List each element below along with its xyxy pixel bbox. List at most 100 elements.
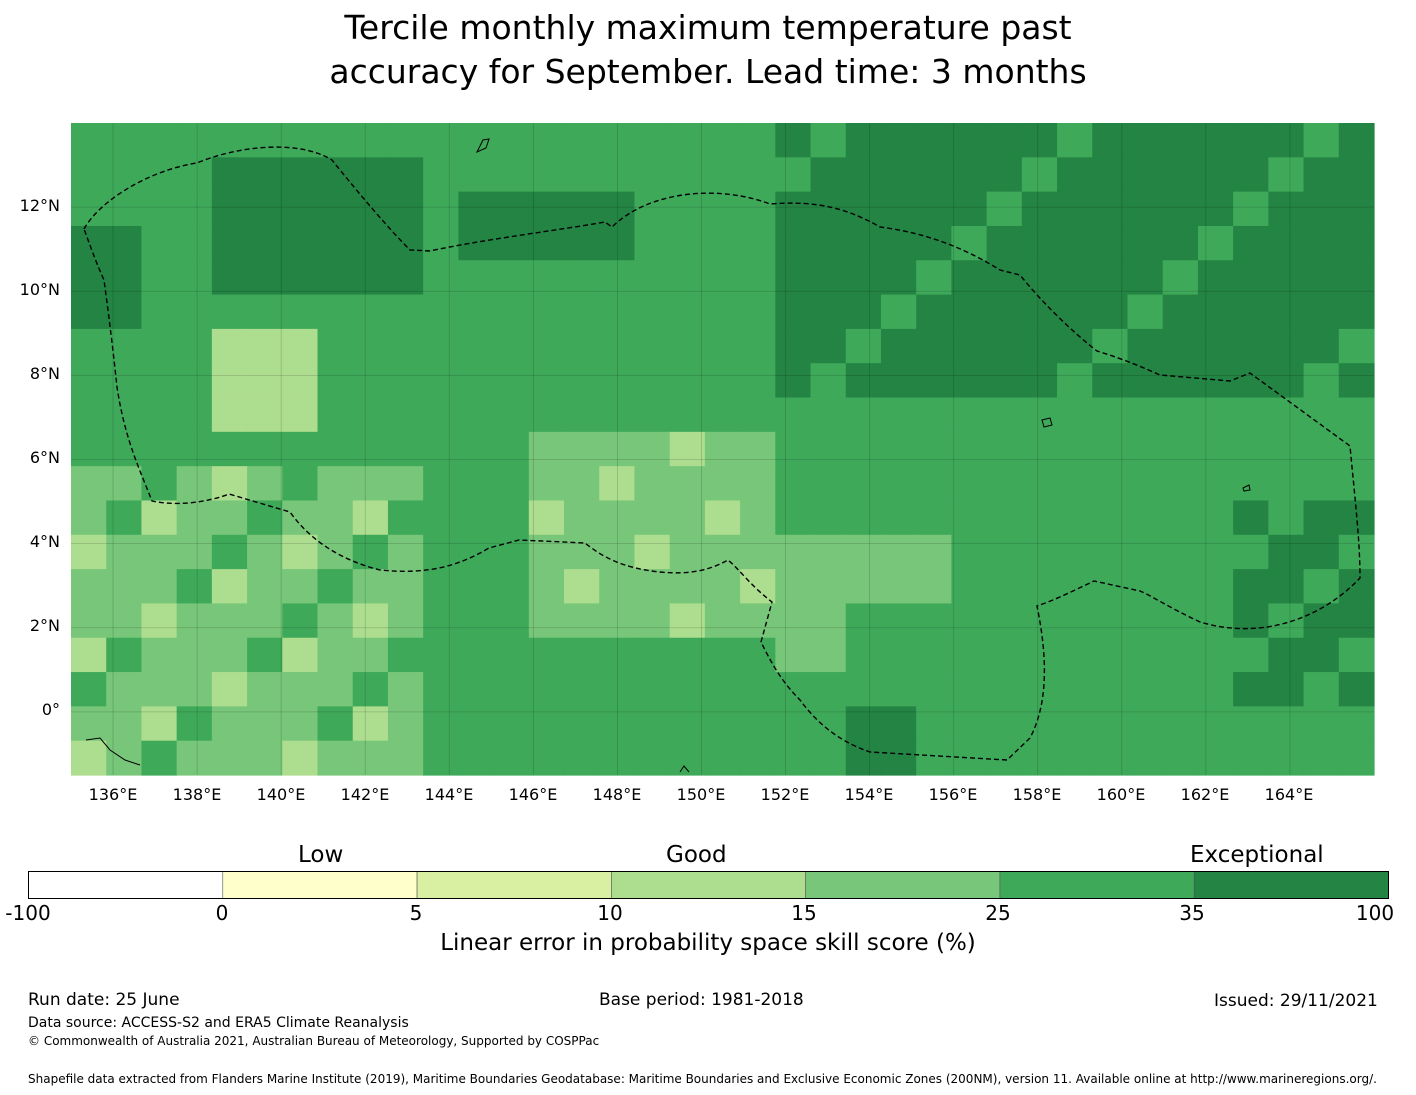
skill-cell xyxy=(211,363,248,399)
skill-cell xyxy=(669,603,706,639)
skill-cell xyxy=(528,672,565,707)
skill-cell xyxy=(106,191,143,227)
skill-cell xyxy=(986,637,1023,673)
skill-cell xyxy=(951,191,988,227)
skill-cell xyxy=(916,672,953,707)
skill-cell xyxy=(634,603,671,639)
skill-cell xyxy=(528,466,565,502)
skill-cell xyxy=(71,123,107,158)
skill-cell xyxy=(599,672,636,707)
skill-cell xyxy=(176,706,213,742)
skill-cell xyxy=(775,672,812,707)
skill-cell xyxy=(986,500,1023,536)
skill-cell xyxy=(493,500,530,536)
skill-cell xyxy=(106,672,143,707)
skill-cell xyxy=(1268,740,1305,776)
skill-cell xyxy=(704,706,741,742)
skill-cell xyxy=(1233,740,1269,776)
skill-cell xyxy=(880,500,917,536)
skill-cell xyxy=(493,328,530,364)
shapefile-credit: Shapefile data extracted from Flanders M… xyxy=(28,1072,1377,1086)
skill-cell xyxy=(176,260,213,296)
skill-cell xyxy=(564,328,600,364)
skill-cell xyxy=(951,294,988,330)
skill-cell xyxy=(564,603,600,639)
skill-cell xyxy=(704,603,741,639)
skill-cell xyxy=(1127,672,1164,707)
skill-cell xyxy=(916,397,953,433)
skill-cell xyxy=(669,534,706,570)
skill-cell xyxy=(916,157,953,193)
skill-cell xyxy=(1268,363,1305,399)
skill-cell xyxy=(1303,397,1340,433)
skill-cell xyxy=(880,328,917,364)
skill-cell xyxy=(352,363,389,399)
skill-cell xyxy=(1162,534,1199,570)
skill-cell xyxy=(176,397,213,433)
skill-cell xyxy=(880,431,917,467)
island-chuuk xyxy=(1041,417,1053,428)
skill-cell xyxy=(1338,157,1375,193)
skill-cell xyxy=(352,637,389,673)
skill-cell xyxy=(1338,397,1375,433)
skill-cell xyxy=(1021,431,1058,467)
skill-cell xyxy=(282,706,319,742)
skill-cell xyxy=(1162,225,1199,261)
skill-cell xyxy=(951,123,988,158)
island-manus xyxy=(679,765,690,773)
skill-cell xyxy=(1162,328,1199,364)
skill-cell xyxy=(740,294,776,330)
skill-cell xyxy=(810,294,847,330)
skill-cell xyxy=(211,500,248,536)
skill-cell xyxy=(1338,123,1375,158)
lon-label: 136°E xyxy=(88,785,138,804)
skill-cell xyxy=(423,706,459,742)
skill-cell xyxy=(211,397,248,433)
skill-cell xyxy=(458,637,495,673)
skill-cell xyxy=(282,500,319,536)
skill-cell xyxy=(493,157,530,193)
skill-cell xyxy=(951,260,988,296)
skill-cell xyxy=(423,431,459,467)
skill-cell xyxy=(352,123,389,158)
skill-cell xyxy=(740,466,776,502)
skill-cell xyxy=(704,500,741,536)
skill-cell xyxy=(106,123,143,158)
skill-cell xyxy=(141,637,178,673)
skill-cell xyxy=(845,191,882,227)
skill-cell xyxy=(634,397,671,433)
skill-cell xyxy=(740,740,776,776)
skill-cell xyxy=(810,363,847,399)
skill-cell xyxy=(880,191,917,227)
skill-cell xyxy=(247,466,283,502)
skill-cell xyxy=(458,157,495,193)
skill-cell xyxy=(141,397,178,433)
skill-cell xyxy=(1057,569,1093,605)
skill-cell xyxy=(528,637,565,673)
skill-cell xyxy=(634,260,671,296)
skill-cell xyxy=(458,603,495,639)
skill-cell xyxy=(282,569,319,605)
skill-cell xyxy=(986,534,1023,570)
skill-cell xyxy=(1162,603,1199,639)
skill-cell xyxy=(1338,706,1375,742)
skill-cell xyxy=(1057,294,1093,330)
skill-cell xyxy=(1127,328,1164,364)
skill-cell xyxy=(1197,260,1234,296)
skill-cell xyxy=(352,740,389,776)
lon-label: 158°E xyxy=(1012,785,1062,804)
skill-cell xyxy=(1127,603,1164,639)
skill-cell xyxy=(458,500,495,536)
skill-cell xyxy=(247,431,283,467)
skill-cell xyxy=(458,569,495,605)
skill-cell xyxy=(599,157,636,193)
skill-cell xyxy=(916,123,953,158)
skill-cell xyxy=(704,569,741,605)
skill-cell xyxy=(1338,363,1375,399)
skill-cell xyxy=(845,328,882,364)
skill-cell xyxy=(775,603,812,639)
eez-boundary xyxy=(83,146,1361,761)
skill-cell xyxy=(211,294,248,330)
skill-cell xyxy=(106,569,143,605)
skill-cell xyxy=(423,294,459,330)
